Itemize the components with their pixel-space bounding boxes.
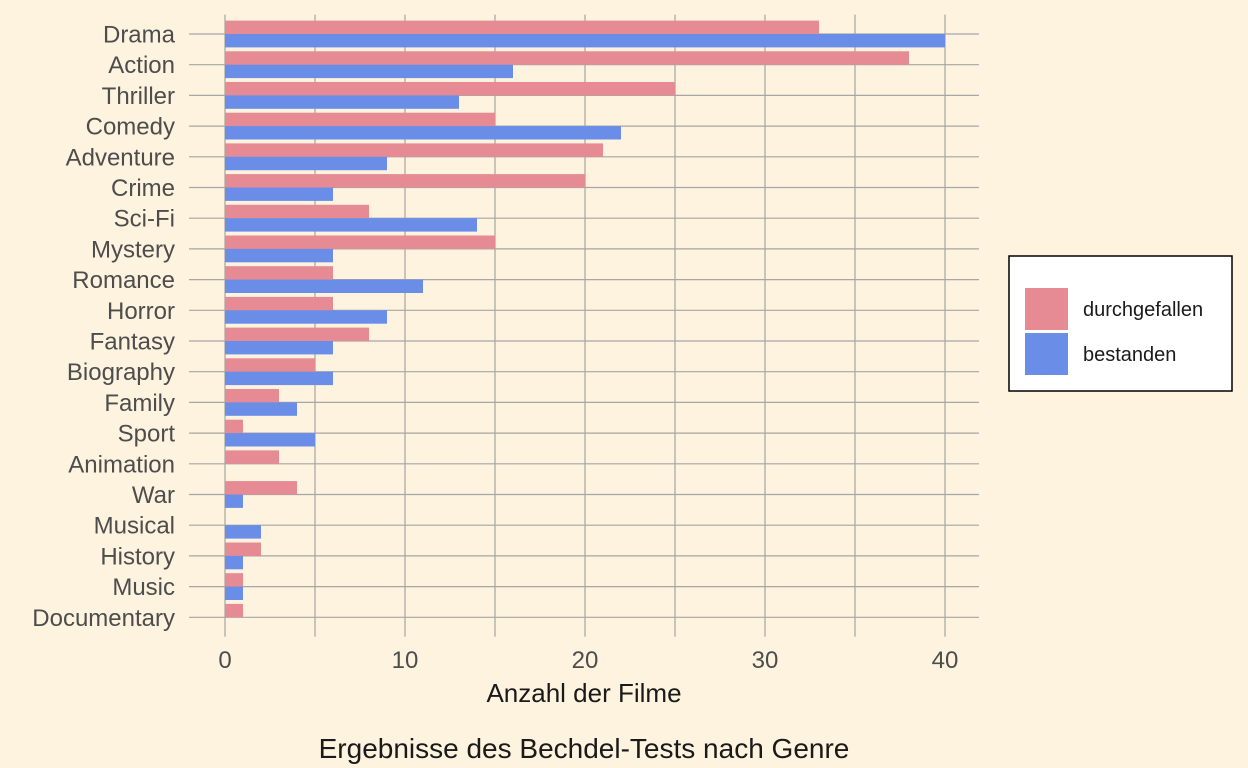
bar-durchgefallen-horror	[225, 296, 333, 311]
category-labels: Drama Action Thriller Comedy Adventure Crime S…	[32, 22, 175, 632]
legend-label-durchgefallen: durchgefallen	[1083, 299, 1203, 321]
bar-bestanden-action	[225, 64, 513, 79]
bar-durchgefallen-family	[225, 389, 279, 403]
category-label: Sci-Fi	[114, 206, 175, 233]
bar-bestanden-crime	[225, 187, 333, 201]
x-tick-label: 10	[392, 647, 419, 674]
category-label: Documentary	[32, 605, 175, 632]
bar-durchgefallen-thriller	[225, 82, 675, 96]
bar-durchgefallen-biography	[225, 358, 315, 372]
bar-bestanden-comedy	[225, 126, 621, 140]
category-label: Animation	[68, 451, 175, 478]
category-label: War	[132, 482, 175, 509]
bar-bestanden-adventure	[225, 156, 387, 171]
category-label: Comedy	[86, 114, 175, 141]
x-tick-label: 40	[932, 647, 959, 674]
bar-bestanden-horror	[225, 310, 387, 324]
bar-bestanden-fantasy	[225, 341, 333, 355]
bar-durchgefallen-history	[225, 542, 261, 556]
x-axis-title: Anzahl der Filme	[486, 678, 681, 708]
x-tick-label: 30	[752, 647, 779, 674]
category-label: History	[100, 543, 175, 570]
category-label: Sport	[118, 421, 176, 448]
category-label: Music	[112, 574, 175, 601]
category-label: Biography	[67, 359, 175, 386]
bar-durchgefallen-war	[225, 481, 297, 495]
bar-durchgefallen-mystery	[225, 235, 495, 249]
bar-durchgefallen-sci-fi	[225, 204, 369, 219]
category-label: Thriller	[102, 83, 175, 110]
category-label: Fantasy	[90, 329, 175, 356]
bar-bestanden-thriller	[225, 95, 459, 109]
bar-durchgefallen-crime	[225, 174, 585, 188]
category-label: Mystery	[91, 236, 175, 263]
bar-durchgefallen-music	[225, 573, 243, 587]
category-label: Horror	[107, 298, 175, 325]
category-label: Action	[108, 52, 175, 79]
bar-durchgefallen-adventure	[225, 143, 603, 157]
bar-bestanden-mystery	[225, 248, 333, 263]
bar-durchgefallen-sport	[225, 419, 243, 434]
category-label: Crime	[111, 175, 175, 202]
bar-bestanden-sport	[225, 433, 315, 447]
bar-durchgefallen-comedy	[225, 112, 495, 127]
bar-bestanden-romance	[225, 279, 423, 293]
category-label: Adventure	[66, 144, 175, 171]
bar-durchgefallen-action	[225, 51, 909, 65]
bars	[225, 20, 945, 618]
chart-caption: Ergebnisse des Bechdel-Tests nach Genre	[319, 733, 850, 764]
category-label: Romance	[72, 267, 175, 294]
bar-bestanden-war	[225, 494, 243, 508]
bar-durchgefallen-documentary	[225, 603, 243, 618]
bar-durchgefallen-drama	[225, 20, 819, 34]
x-tick-label: 0	[218, 647, 231, 674]
legend-label-bestanden: bestanden	[1083, 344, 1176, 366]
category-label: Family	[104, 390, 175, 417]
bar-bestanden-drama	[225, 34, 945, 48]
bar-durchgefallen-animation	[225, 450, 279, 464]
bar-bestanden-biography	[225, 371, 333, 386]
bar-durchgefallen-romance	[225, 266, 333, 280]
category-label: Drama	[103, 22, 176, 49]
legend-key-bestanden	[1025, 333, 1068, 375]
x-tick-label: 20	[572, 647, 599, 674]
bar-durchgefallen-fantasy	[225, 327, 369, 341]
bar-bestanden-sci-fi	[225, 218, 477, 232]
bar-bestanden-musical	[225, 525, 261, 539]
bar-bestanden-history	[225, 555, 243, 570]
x-tick-labels: 0 10 20 30 40	[218, 647, 958, 674]
category-label: Musical	[94, 513, 175, 540]
bar-bestanden-family	[225, 402, 297, 416]
bar-bestanden-music	[225, 586, 243, 600]
legend-key-durchgefallen	[1025, 288, 1068, 330]
legend: durchgefallen bestanden	[1008, 255, 1233, 392]
